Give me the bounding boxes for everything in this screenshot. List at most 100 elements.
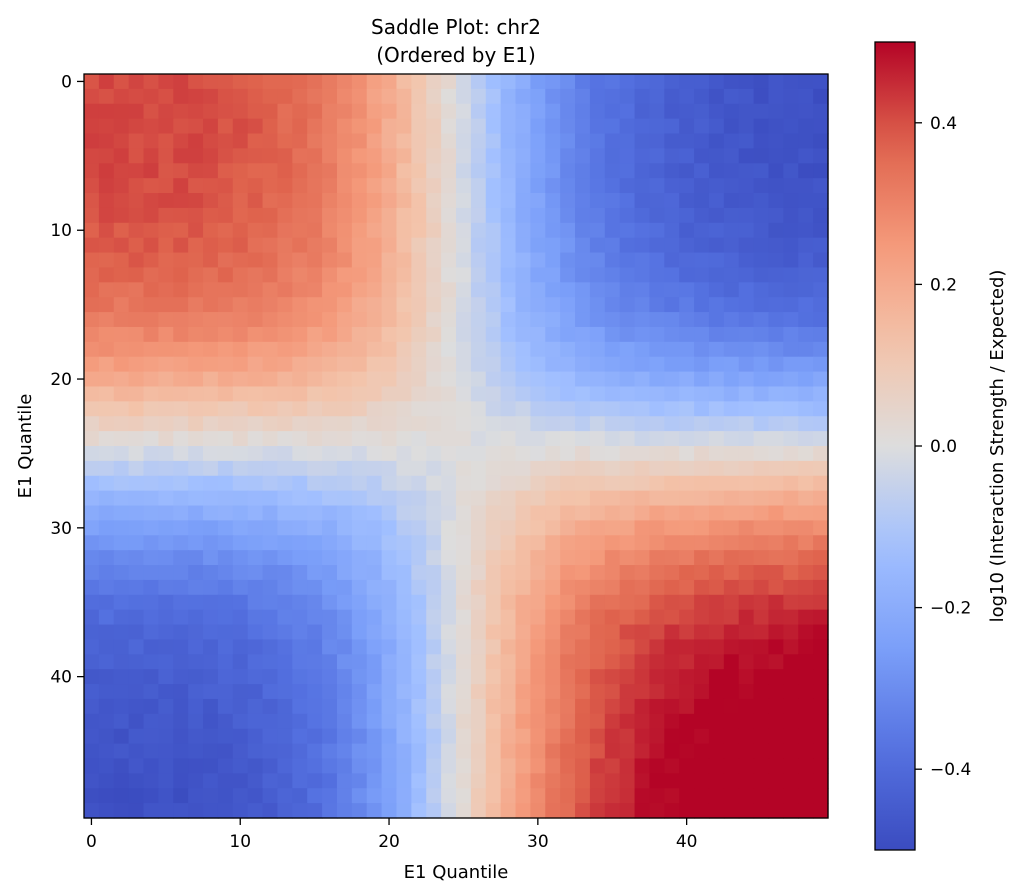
heatmap-cell: [307, 475, 323, 492]
heatmap-cell: [575, 698, 591, 715]
heatmap-cell: [336, 624, 353, 641]
heatmap-cell: [351, 282, 368, 298]
heatmap-cell: [113, 594, 130, 611]
heatmap-cell: [634, 371, 651, 388]
heatmap-cell: [173, 297, 189, 313]
heatmap-cell: [366, 341, 383, 358]
heatmap-cell: [336, 713, 353, 730]
heatmap-cell: [98, 386, 115, 402]
heatmap-cell: [470, 654, 487, 670]
heatmap-cell: [798, 654, 814, 670]
heatmap-cell: [470, 594, 487, 611]
heatmap-cell: [560, 88, 576, 105]
heatmap-cell: [113, 326, 130, 343]
heatmap-cell: [649, 252, 665, 269]
heatmap-cell: [351, 446, 368, 462]
heatmap-cell: [262, 371, 279, 388]
heatmap-cell: [366, 550, 383, 566]
heatmap-cell: [470, 698, 487, 715]
heatmap-cell: [589, 267, 606, 283]
heatmap-cell: [515, 178, 531, 194]
heatmap-cell: [158, 88, 174, 105]
heatmap-cell: [456, 103, 472, 120]
heatmap-cell: [604, 698, 621, 715]
heatmap-cell: [753, 282, 770, 298]
heatmap-cell: [545, 341, 561, 358]
heatmap-cell: [723, 669, 740, 685]
heatmap-cell: [530, 490, 546, 507]
heatmap-cell: [456, 118, 472, 135]
heatmap-cell: [381, 743, 398, 760]
heatmap-cell: [545, 312, 561, 328]
heatmap-cell: [485, 267, 502, 283]
heatmap-cell: [694, 312, 710, 328]
heatmap-cell: [381, 341, 398, 358]
heatmap-cell: [768, 222, 784, 239]
heatmap-cell: [336, 684, 353, 700]
heatmap-cell: [545, 163, 561, 179]
heatmap-cell: [322, 118, 338, 135]
heatmap-cell: [277, 773, 293, 789]
heatmap-cell: [128, 297, 145, 313]
heatmap-cell: [411, 401, 427, 417]
heatmap-cell: [530, 446, 546, 462]
heatmap-cell: [396, 698, 412, 715]
heatmap-cell: [322, 713, 338, 730]
heatmap-cell: [649, 163, 665, 179]
heatmap-cell: [232, 163, 249, 179]
heatmap-cell: [128, 222, 145, 239]
heatmap-cell: [232, 103, 249, 120]
heatmap-cell: [351, 207, 368, 224]
heatmap-cell: [143, 163, 159, 179]
heatmap-cell: [753, 803, 770, 819]
heatmap-cell: [783, 431, 799, 447]
heatmap-cell: [143, 624, 159, 641]
heatmap-cell: [203, 698, 219, 715]
heatmap-cell: [247, 520, 264, 536]
heatmap-cell: [634, 401, 651, 417]
heatmap-cell: [783, 565, 799, 581]
heatmap-cell: [426, 148, 442, 164]
heatmap-cell: [723, 550, 740, 566]
heatmap-cell: [738, 609, 755, 626]
heatmap-cell: [545, 148, 561, 164]
heatmap-cell: [604, 758, 621, 774]
heatmap-cell: [441, 252, 457, 269]
heatmap-cell: [173, 535, 189, 551]
heatmap-cell: [217, 535, 234, 551]
heatmap-cell: [217, 475, 234, 492]
heatmap-cell: [694, 505, 710, 521]
heatmap-cell: [738, 669, 755, 685]
heatmap-cell: [664, 446, 680, 462]
heatmap-cell: [128, 207, 145, 224]
heatmap-cell: [783, 118, 799, 135]
heatmap-cell: [768, 788, 784, 804]
heatmap-cell: [381, 446, 398, 462]
heatmap-cell: [470, 490, 487, 507]
heatmap-cell: [694, 386, 710, 402]
heatmap-cell: [753, 773, 770, 789]
heatmap-cell: [604, 669, 621, 685]
heatmap-cell: [441, 312, 457, 328]
heatmap-cell: [381, 728, 398, 745]
heatmap-cell: [664, 758, 680, 774]
x-tick-label: 10: [229, 832, 251, 852]
heatmap-cell: [783, 788, 799, 804]
heatmap-cell: [768, 386, 784, 402]
heatmap-cell: [396, 163, 412, 179]
heatmap-cell: [589, 74, 606, 90]
heatmap-cell: [113, 88, 130, 105]
heatmap-cell: [173, 460, 189, 477]
heatmap-cell: [649, 237, 665, 254]
heatmap-cell: [664, 624, 680, 641]
heatmap-cell: [679, 148, 695, 164]
heatmap-cell: [217, 684, 234, 700]
heatmap-cell: [649, 222, 665, 239]
heatmap-cell: [426, 401, 442, 417]
heatmap-cell: [708, 326, 725, 343]
heatmap-cell: [575, 565, 591, 581]
heatmap-cell: [307, 326, 323, 343]
heatmap-cell: [98, 713, 115, 730]
heatmap-cell: [351, 520, 368, 536]
heatmap-cell: [723, 163, 740, 179]
